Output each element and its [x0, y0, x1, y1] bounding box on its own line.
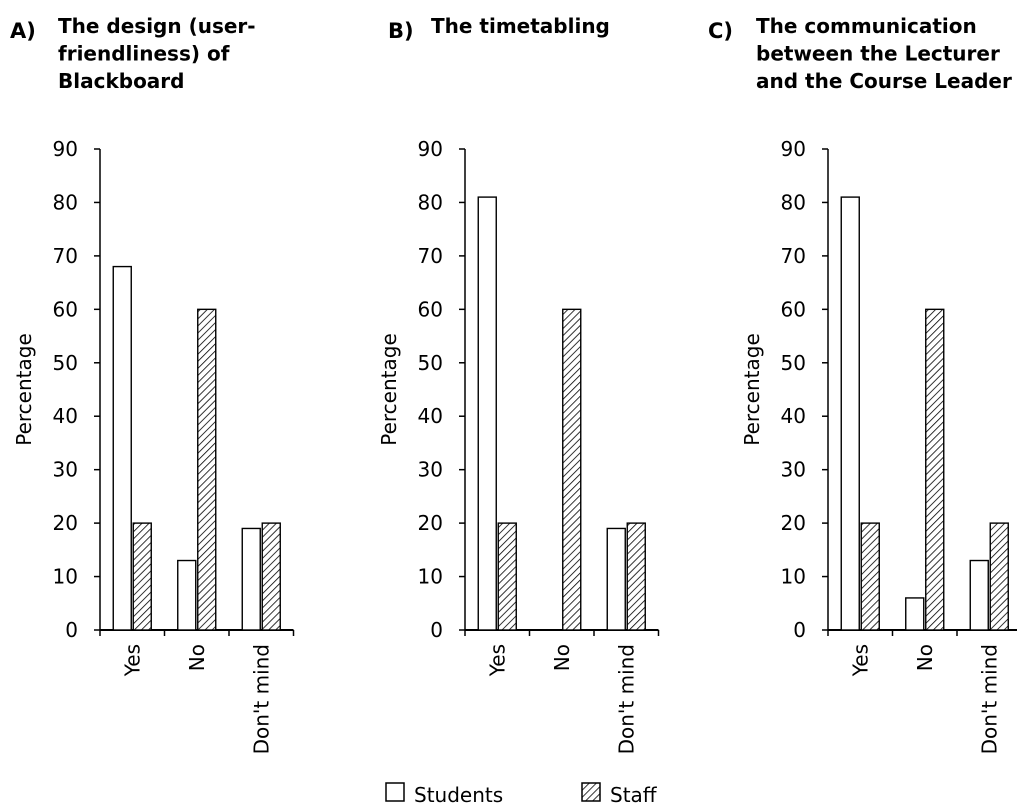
y-tick-label: 90 — [781, 137, 806, 161]
bar-students — [905, 597, 925, 631]
y-tick-label: 80 — [53, 190, 78, 214]
legend-staff-label: Staff — [610, 783, 658, 803]
chart-panel-1: A) The design (user-friendliness) of Black… — [10, 14, 295, 754]
bar-students — [477, 196, 497, 631]
chart-title-line: The communication — [756, 14, 977, 38]
y-tick-label: 0 — [793, 618, 806, 642]
y-tick-label: 50 — [781, 351, 806, 375]
y-tick-label: 60 — [53, 297, 78, 321]
chart-title-line: and the Course Leader — [756, 69, 1012, 93]
bar-staff — [860, 522, 880, 631]
chart-title-line: Blackboard — [58, 69, 184, 93]
x-tick-label: No — [185, 644, 209, 671]
panel-letter: A) — [10, 19, 36, 43]
y-tick-label: 20 — [781, 511, 806, 535]
y-axis-label: Percentage — [377, 333, 401, 446]
x-tick-label: No — [550, 644, 574, 671]
x-tick-label: Don't mind — [977, 644, 1001, 754]
y-tick-label: 0 — [430, 618, 443, 642]
chart-panel-2: B) The timetabling Percentage 0 10 20 30 40 50 60… — [377, 14, 660, 754]
bar-staff — [497, 522, 517, 631]
chart-title-line: The timetabling — [431, 14, 610, 38]
bar-students — [241, 527, 261, 631]
chart-title-line: between the Lecturer — [756, 42, 1000, 66]
y-tick-label: 40 — [418, 404, 443, 428]
y-tick-label: 20 — [418, 511, 443, 535]
y-tick-label: 60 — [781, 297, 806, 321]
y-tick-label: 10 — [53, 565, 78, 589]
bar-students — [606, 527, 626, 631]
bar-students — [112, 265, 132, 631]
bar-students — [840, 196, 860, 631]
y-tick-label: 30 — [781, 458, 806, 482]
bar-staff — [197, 308, 217, 631]
chart-title-line: friendliness) of — [58, 42, 230, 66]
x-tick-label: Don't mind — [249, 644, 273, 754]
legend-staff-swatch — [581, 782, 601, 802]
x-tick-label: No — [913, 644, 937, 671]
x-tick-label: Don't mind — [614, 644, 638, 754]
legend-students-label: Students — [414, 783, 503, 803]
y-tick-label: 70 — [781, 244, 806, 268]
y-axis-label: Percentage — [740, 333, 764, 446]
bar-staff — [925, 308, 945, 631]
bar-staff — [562, 308, 582, 631]
y-tick-label: 50 — [53, 351, 78, 375]
y-tick-label: 20 — [53, 511, 78, 535]
bar-students — [969, 559, 989, 631]
x-tick-label: Yes — [485, 644, 509, 677]
legend: Students Staff — [385, 782, 658, 803]
y-tick-label: 90 — [418, 137, 443, 161]
panel-letter: C) — [708, 19, 733, 43]
bar-staff — [261, 522, 281, 631]
y-tick-label: 10 — [781, 565, 806, 589]
y-tick-label: 80 — [781, 190, 806, 214]
bar-staff — [989, 522, 1009, 631]
y-tick-label: 40 — [781, 404, 806, 428]
y-tick-label: 80 — [418, 190, 443, 214]
y-tick-label: 40 — [53, 404, 78, 428]
y-tick-label: 50 — [418, 351, 443, 375]
bar-staff — [132, 522, 152, 631]
y-tick-label: 90 — [53, 137, 78, 161]
chart-title-line: The design (user- — [58, 14, 256, 38]
bar-staff — [626, 522, 646, 631]
y-tick-label: 70 — [53, 244, 78, 268]
panel-letter: B) — [388, 19, 414, 43]
bar-students — [177, 559, 197, 631]
y-tick-label: 60 — [418, 297, 443, 321]
x-tick-label: Yes — [120, 644, 144, 677]
x-tick-label: Yes — [848, 644, 872, 677]
legend-students-swatch — [385, 782, 405, 802]
y-tick-label: 30 — [418, 458, 443, 482]
y-axis-label: Percentage — [12, 333, 36, 446]
y-tick-label: 70 — [418, 244, 443, 268]
y-tick-label: 0 — [65, 618, 78, 642]
chart-panel-3: C) The communication between the Lecturer a… — [708, 14, 1017, 754]
y-tick-label: 10 — [418, 565, 443, 589]
y-tick-label: 30 — [53, 458, 78, 482]
